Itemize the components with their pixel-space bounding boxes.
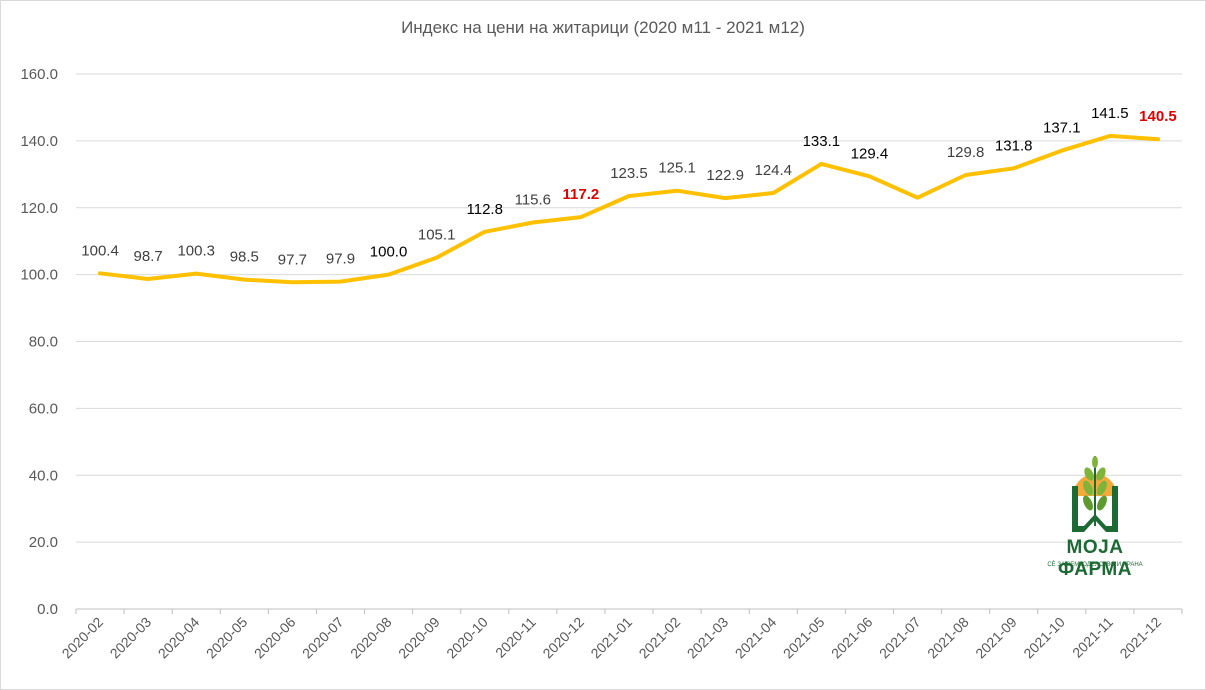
data-label: 141.5 [1091,105,1129,122]
series-line [98,133,1160,285]
data-label: 125.1 [658,160,696,177]
data-label: 131.8 [995,137,1033,154]
data-label: 115.6 [515,191,551,208]
logo-wordmark: МОЈА ФАРМА [1058,537,1132,580]
y-tick-label: 140.0 [20,133,58,150]
data-label: 97.7 [278,251,307,268]
x-tick-label: 2020-10 [443,614,491,662]
x-axis-tick-labels: 2020-02 2020-03 2020-04 2020-05 2020-06 2020-… [59,614,1165,662]
x-tick-label: 2021-03 [684,614,732,662]
data-label: 137.1 [1043,120,1081,137]
data-label: 129.8 [947,144,985,161]
y-tick-label: 100.0 [20,267,58,284]
data-label: 105.1 [418,227,456,244]
x-tick-label: 2020-06 [251,614,299,662]
data-labels: 100.4 98.7 100.3 98.5 97.7 97.9 100.0 105.1 112.… [81,105,1176,268]
y-tick-label: 120.0 [20,200,58,217]
y-tick-label: 40.0 [29,467,58,484]
data-label: 112.8 [467,201,503,218]
x-tick-label: 2021-01 [587,614,635,662]
x-tick-label: 2020-02 [59,614,107,662]
x-tick-label: 2021-09 [972,614,1020,662]
data-label: 98.5 [230,249,259,266]
x-tick-label: 2020-04 [155,614,203,662]
y-tick-label: 20.0 [29,534,58,551]
y-tick-label: 80.0 [29,334,58,351]
data-label: 123.5 [610,165,648,182]
x-tick-label: 2020-05 [203,614,251,662]
series-line-group [98,133,1160,285]
data-label: 129.4 [851,145,889,162]
data-label: 140.5 [1139,108,1177,125]
y-axis-tick-labels: 0.0 20.0 40.0 60.0 80.0 100.0 120.0 140.0 160.0 [20,66,58,618]
data-label: 100.3 [177,243,215,260]
gridlines [75,73,1183,614]
y-tick-label: 160.0 [20,66,58,83]
x-tick-label: 2020-03 [107,614,155,662]
x-tick-label: 2021-06 [828,614,876,662]
data-label: 98.7 [134,248,163,265]
x-tick-label: 2020-12 [539,614,587,662]
data-label: 100.4 [81,242,119,259]
data-label: 122.9 [706,167,744,184]
x-tick-label: 2021-08 [924,614,972,662]
x-tick-label: 2020-11 [492,614,539,661]
x-tick-label: 2021-04 [732,614,780,662]
x-tick-label: 2020-08 [347,614,395,662]
x-tick-label: 2020-07 [299,614,347,662]
data-label: 124.4 [754,162,792,179]
data-label: 117.2 [563,186,600,203]
x-tick-label: 2021-11 [1069,614,1116,661]
x-tick-label: 2021-07 [876,614,924,662]
y-tick-label: 60.0 [29,400,58,417]
moja-farma-logo-icon [1068,456,1122,536]
x-tick-label: 2020-09 [395,614,443,662]
data-label: 97.9 [326,251,355,268]
x-tick-label: 2021-02 [636,614,684,662]
chart-title: Индекс на цени на житарици (2020 м11 - 2… [401,18,805,37]
x-tick-label: 2021-05 [780,614,828,662]
x-tick-label: 2021-10 [1020,614,1068,662]
x-tick-label: 2021-12 [1116,614,1164,662]
data-label: 100.0 [370,244,408,261]
logo-tagline: СÈ ЗА ЗЕМЈОДЕЛСТВО И ХРАНА [1047,562,1143,568]
y-tick-label: 0.0 [37,601,58,618]
data-label: 133.1 [803,133,841,150]
